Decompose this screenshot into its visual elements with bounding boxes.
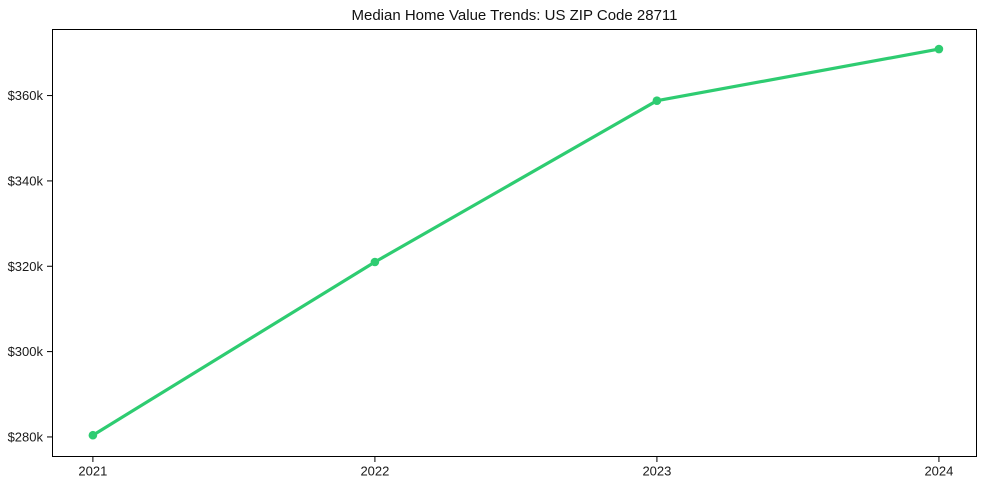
data-point (652, 96, 662, 105)
y-tick-label: $320k (8, 259, 44, 274)
y-tick-label: $360k (8, 88, 44, 103)
x-tick-label: 2021 (78, 464, 107, 479)
chart-title: Median Home Value Trends: US ZIP Code 28… (351, 7, 678, 24)
x-tick-label: 2023 (642, 464, 671, 479)
x-tick-label: 2024 (924, 464, 953, 479)
y-tick-label: $300k (8, 344, 44, 359)
y-tick-label: $280k (8, 429, 44, 444)
x-tick-label: 2022 (360, 464, 389, 479)
data-point (88, 430, 98, 440)
data-point (370, 257, 380, 267)
data-point (934, 44, 944, 54)
plot-frame (52, 29, 977, 457)
trend-line (91, 47, 941, 437)
y-tick-label: $340k (8, 173, 44, 188)
